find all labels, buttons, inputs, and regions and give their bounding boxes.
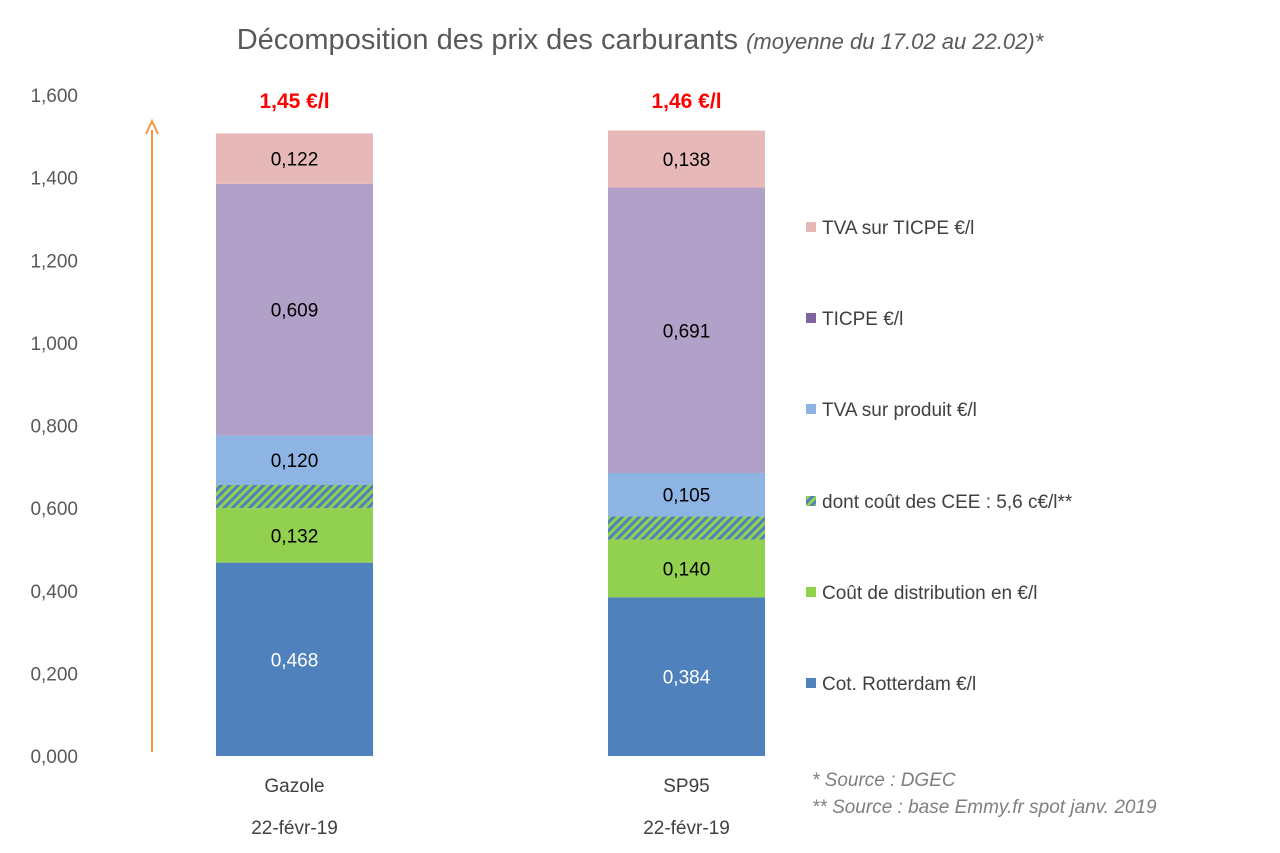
y-tick-label: 1,000 — [30, 334, 78, 355]
legend-label: Coût de distribution en €/l — [822, 583, 1037, 604]
bar-segment — [608, 187, 765, 474]
bar-segment — [608, 130, 765, 188]
y-tick-label: 0,200 — [30, 664, 78, 685]
x-tick-date: 22-févr-19 — [251, 818, 338, 839]
bar-segment — [608, 539, 765, 598]
arrow-head-icon — [145, 118, 159, 135]
data-label: 0,122 — [271, 150, 319, 171]
x-tick-label: Gazole — [264, 776, 324, 797]
y-tick-label: 0,800 — [30, 417, 78, 438]
bar-segment — [216, 183, 373, 436]
y-tick-label: 1,200 — [30, 251, 78, 272]
total-label: 1,45 €/l — [259, 90, 329, 113]
bar-segment — [216, 435, 373, 485]
legend-label: dont coût des CEE : 5,6 c€/l** — [822, 492, 1073, 513]
legend-label: TVA sur TICPE €/l — [822, 218, 974, 239]
x-tick-date: 22-févr-19 — [643, 818, 730, 839]
bar-segment — [216, 484, 373, 509]
x-tick-label: SP95 — [663, 776, 709, 797]
data-label: 0,105 — [663, 486, 711, 507]
bar-segment — [608, 473, 765, 517]
data-label: 0,609 — [271, 301, 319, 322]
legend-marker — [806, 222, 816, 232]
legend-marker — [806, 404, 816, 414]
legend-label: TVA sur produit €/l — [822, 400, 977, 421]
data-label: 0,138 — [663, 150, 711, 171]
legend-marker — [806, 678, 816, 688]
legend-label: Cot. Rotterdam €/l — [822, 674, 976, 695]
data-label: 0,120 — [271, 451, 319, 472]
bar-segment — [608, 597, 765, 756]
title-text: Décomposition des prix des carburants — [236, 24, 739, 56]
data-label: 0,132 — [271, 526, 319, 547]
total-label: 1,46 €/l — [651, 90, 721, 113]
bar-segment — [216, 133, 373, 184]
data-label: 0,468 — [271, 650, 319, 671]
legend-marker — [806, 496, 816, 506]
bar-segment — [608, 516, 765, 540]
bar-segment — [216, 562, 373, 756]
y-tick-label: 0,400 — [30, 582, 78, 603]
legend-marker — [806, 587, 816, 597]
y-tick-label: 1,400 — [30, 169, 78, 190]
legend-label: TICPE €/l — [822, 309, 903, 330]
legend-marker — [806, 313, 816, 323]
source-note: * Source : DGEC — [812, 770, 956, 791]
y-tick-label: 1,600 — [30, 86, 78, 107]
source-note: ** Source : base Emmy.fr spot janv. 2019 — [812, 797, 1157, 818]
data-label: 0,140 — [663, 559, 711, 580]
subtitle-text: (moyenne du 17.02 au 22.02)* — [746, 29, 1044, 54]
bar-segment — [216, 508, 373, 563]
data-label: 0,691 — [663, 321, 711, 342]
chart-title: Décomposition des prix des carburants (m… — [0, 24, 1280, 57]
data-label: 0,384 — [663, 668, 711, 689]
y-tick-label: 0,000 — [30, 747, 78, 768]
y-tick-label: 0,600 — [30, 499, 78, 520]
